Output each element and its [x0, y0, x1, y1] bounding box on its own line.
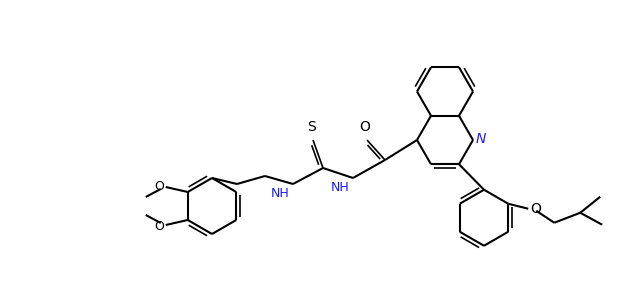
Text: O: O — [154, 219, 164, 232]
Text: NH: NH — [331, 181, 350, 194]
Text: O: O — [359, 120, 371, 134]
Text: NH: NH — [271, 187, 290, 200]
Text: O: O — [530, 202, 541, 216]
Text: S: S — [307, 120, 316, 134]
Text: N: N — [476, 132, 486, 146]
Text: O: O — [154, 179, 164, 192]
